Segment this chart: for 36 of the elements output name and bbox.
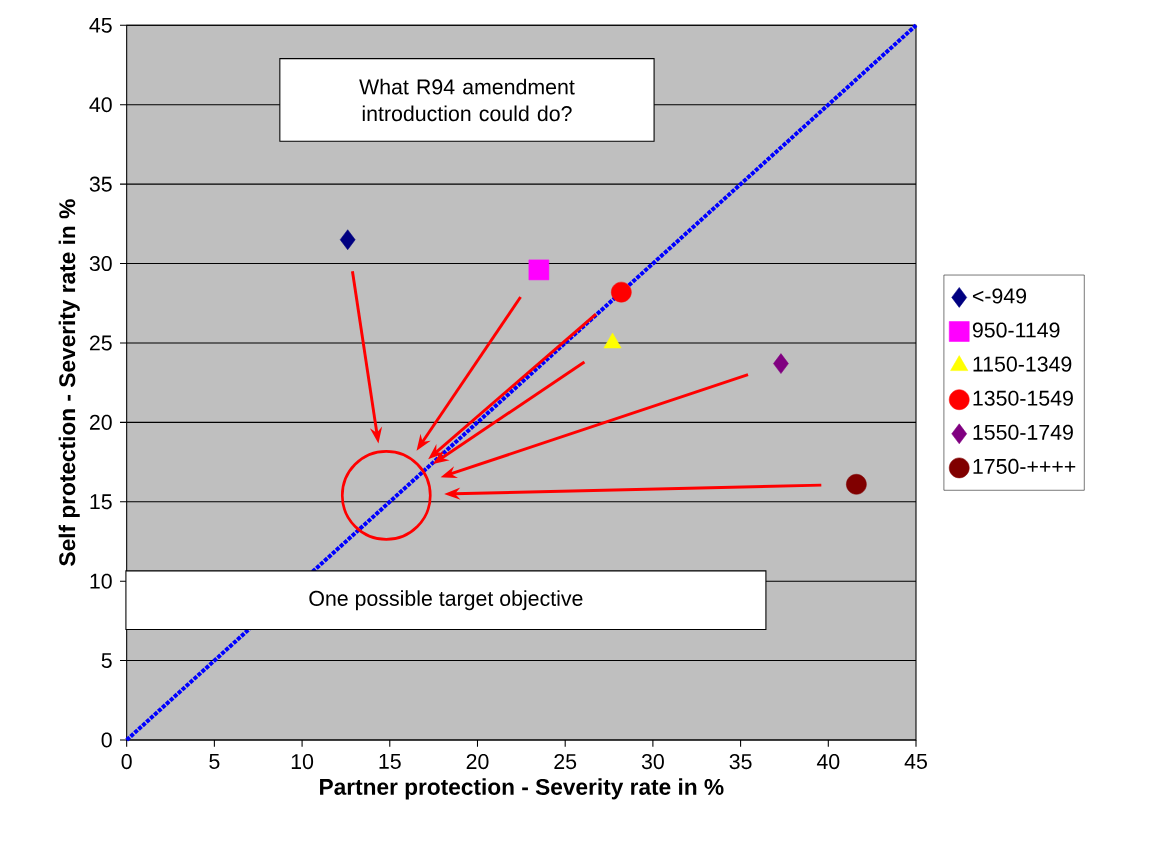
legend-label: 950-1149 (972, 322, 1060, 338)
point (340, 450, 432, 541)
point (773, 353, 789, 374)
x-tick-label: 40 (816, 754, 840, 770)
x-tick-label: 25 (554, 754, 577, 770)
legend-label: 1550-1749 (973, 424, 1073, 440)
x-tick-label: 10 (291, 754, 314, 770)
y-tick-label: 15 (90, 494, 112, 510)
y-tick-label: 5 (101, 653, 112, 669)
x-axis-title: Partner protection - Severity rate in % (320, 778, 724, 800)
x-tick-label: 35 (729, 754, 752, 770)
x-tick-label: 20 (466, 754, 489, 770)
y-tick-label: 35 (89, 176, 112, 192)
annotation: What R94 amendment introduction could do? (359, 78, 575, 122)
point (528, 259, 550, 281)
annotation: One possible target objective (309, 590, 583, 611)
y-tick-label: 25 (89, 335, 112, 351)
legend-label: <-949 (972, 288, 1027, 304)
y-tick-label: 20 (89, 414, 112, 430)
x-tick-label: 0 (121, 754, 132, 770)
y-axis-title: Self protection - Severity rate in % (58, 199, 80, 566)
y-tick-label: 30 (89, 256, 112, 272)
y-tick-label: 40 (89, 97, 112, 113)
x-tick-label: 5 (209, 754, 220, 769)
x-tick-label: 30 (641, 754, 664, 770)
y-tick-label: 0 (101, 732, 112, 748)
legend-label: 1350-1549 (973, 390, 1073, 406)
x-tick-label: 15 (379, 754, 401, 769)
x-tick-label: 45 (904, 754, 927, 769)
legend-label: 1750-++++ (973, 458, 1076, 474)
y-tick-label: 10 (90, 573, 112, 589)
point (611, 281, 632, 303)
point (339, 229, 356, 250)
y-tick-label: 45 (89, 17, 112, 33)
point (846, 474, 867, 495)
legend-label: 1150-1349 (973, 356, 1072, 372)
